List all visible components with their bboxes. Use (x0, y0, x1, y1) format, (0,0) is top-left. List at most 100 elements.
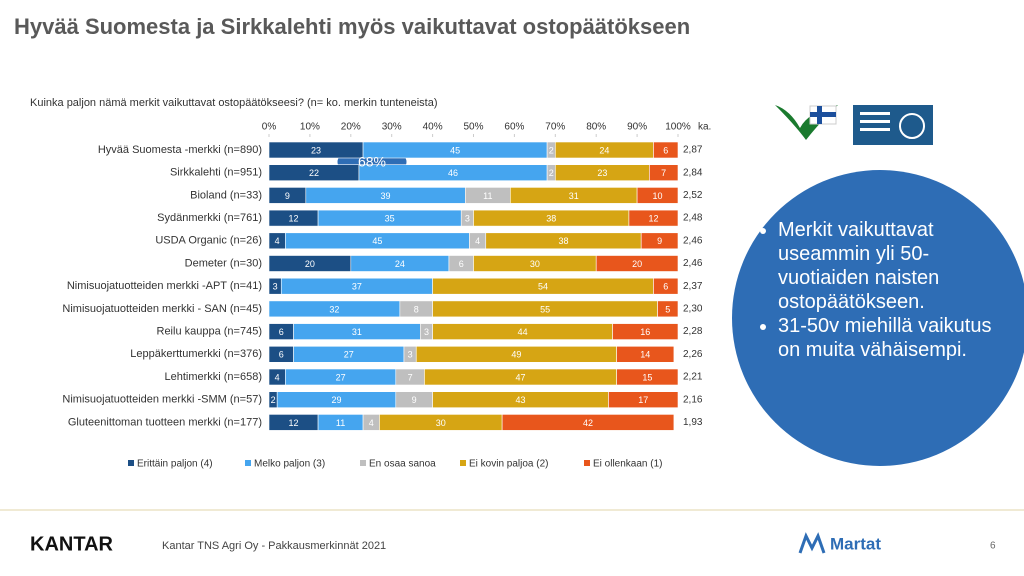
average-label: 2,28 (683, 326, 703, 337)
footer-source: Kantar TNS Agri Oy - Pakkausmerkinnät 20… (162, 540, 386, 552)
average-label: 2,26 (683, 349, 703, 360)
data-label: 47 (516, 372, 526, 382)
bar-segment (616, 368, 679, 386)
data-label: 11 (483, 191, 492, 201)
x-tick-label: 50% (463, 122, 483, 133)
category-label: Hyvää Suomesta -merkki (n=890) (98, 144, 262, 156)
bar-segment (653, 277, 679, 295)
x-tick-label: 10% (300, 122, 320, 133)
data-label: 9 (657, 236, 662, 246)
data-label: 6 (663, 282, 668, 292)
data-label: 32 (329, 304, 339, 314)
bullet: Merkit vaikuttavat useammin yli 50-vuoti… (778, 218, 998, 314)
category-label: Sirkkalehti (n=951) (170, 167, 262, 179)
bar-segment (595, 255, 679, 272)
data-label: 24 (599, 145, 609, 155)
data-label: 9 (412, 395, 417, 405)
legend-label: En osaa sanoa (369, 459, 436, 470)
average-label: 2,52 (683, 190, 703, 201)
x-tick-label: 20% (341, 122, 361, 133)
logo-hyvaa-suomesta (775, 105, 838, 140)
data-label: 4 (275, 372, 280, 382)
data-label: 55 (540, 304, 550, 314)
data-label: 45 (450, 145, 460, 155)
data-label: 3 (424, 327, 429, 337)
data-label: 3 (465, 213, 470, 223)
category-label: Leppäkerttumerkki (n=376) (130, 348, 262, 360)
bar-segment (616, 345, 675, 363)
category-label: Bioland (n=33) (190, 189, 262, 201)
bullet: 31-50v miehillä vaikutus on muita vähäis… (778, 314, 998, 362)
x-tick-label: 40% (423, 122, 443, 133)
data-label: 38 (558, 236, 568, 246)
average-label: 2,21 (683, 372, 703, 383)
footer-brand: KANTAR (30, 533, 114, 555)
average-label: 2,30 (683, 304, 703, 315)
bar-segment (612, 323, 679, 340)
x-tick-label: 100% (665, 122, 691, 133)
bar-segment (628, 209, 679, 227)
data-label: 2 (549, 168, 554, 178)
bar-segment (657, 300, 679, 318)
partner-logo (798, 532, 826, 554)
legend-swatch (128, 460, 134, 466)
data-label: 27 (336, 372, 346, 382)
highlight-circle (732, 170, 1024, 466)
x-tick-label: 80% (586, 122, 606, 133)
category-label: Reilu kauppa (n=745) (157, 326, 263, 338)
data-label: 23 (597, 168, 607, 178)
legend-label: Erittäin paljon (4) (137, 459, 213, 470)
category-label: Nimisuojatuotteiden merkki -SMM (n=57) (62, 394, 262, 406)
logo-sirkkalehti (853, 105, 933, 145)
average-label: 2,46 (683, 258, 703, 269)
bar-segment (640, 232, 679, 250)
data-label: 31 (569, 191, 579, 201)
data-label: 49 (511, 350, 521, 360)
data-label: 2 (549, 145, 554, 155)
average-label: 2,48 (683, 213, 703, 224)
data-label: 17 (638, 395, 648, 405)
data-label: 6 (663, 145, 668, 155)
data-label: 43 (516, 395, 526, 405)
data-label: 37 (352, 282, 362, 292)
data-label: 6 (459, 259, 464, 269)
data-label: 11 (336, 418, 345, 428)
data-label: 35 (385, 213, 395, 223)
averages-header: ka. (698, 122, 711, 133)
data-label: 16 (640, 327, 650, 337)
data-label: 2 (271, 395, 276, 405)
data-label: 7 (661, 168, 666, 178)
data-label: 6 (279, 327, 284, 337)
legend-label: Ei kovin paljoa (2) (469, 459, 548, 470)
bar-segment (649, 164, 679, 181)
legend-swatch (245, 460, 251, 466)
data-label: 5 (665, 304, 670, 314)
category-label: Demeter (n=30) (185, 257, 262, 269)
data-label: 23 (311, 145, 321, 155)
bar-segment (653, 141, 679, 159)
legend-swatch (360, 460, 366, 466)
data-label: 8 (414, 304, 419, 314)
chart-subtitle: Kuinka paljon nämä merkit vaikuttavat os… (30, 97, 438, 109)
x-tick-label: 70% (545, 122, 565, 133)
legend-label: Melko paljon (3) (254, 459, 325, 470)
data-label: 54 (538, 282, 548, 292)
data-label: 3 (273, 282, 278, 292)
category-label: Gluteenittoman tuotteen merkki (n=177) (68, 416, 262, 428)
data-label: 4 (275, 236, 280, 246)
data-label: 38 (546, 213, 556, 223)
bar-segment (501, 414, 675, 431)
x-tick-label: 90% (627, 122, 647, 133)
data-label: 30 (436, 418, 446, 428)
annotation: 68% (358, 154, 386, 170)
x-tick-label: 60% (504, 122, 524, 133)
footer-partner: Martat (830, 534, 881, 553)
data-label: 20 (305, 259, 315, 269)
data-label: 3 (408, 350, 413, 360)
data-label: 44 (518, 327, 528, 337)
data-label: 12 (289, 418, 299, 428)
legend-swatch (584, 460, 590, 466)
